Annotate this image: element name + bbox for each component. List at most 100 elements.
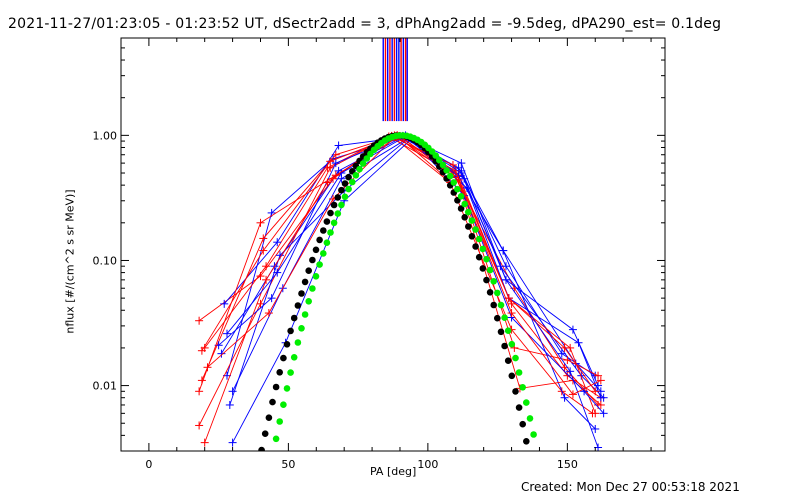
chart-title: 2021-11-27/01:23:05 - 01:23:52 UT, dSect… — [8, 16, 722, 32]
fit-curve-point — [305, 267, 313, 275]
data-point-marker — [225, 400, 234, 409]
data-point-marker — [197, 346, 206, 355]
fit-curve-point — [330, 219, 338, 227]
series-line — [198, 134, 602, 399]
data-point-marker — [273, 268, 282, 277]
fit-curve-point — [298, 290, 305, 297]
x-tick-label: 100 — [417, 458, 438, 471]
fit-curve-point — [454, 185, 461, 193]
fit-curve-point — [483, 276, 490, 284]
fit-curve-point — [436, 156, 443, 164]
fit-curve-point — [475, 253, 483, 261]
fit-curve-point — [472, 226, 479, 233]
fit-curve-point — [330, 201, 338, 209]
fit-curve-point — [261, 430, 269, 438]
data-point-marker — [596, 400, 605, 409]
fit-curve-point — [512, 388, 519, 395]
fit-curve-point — [345, 185, 352, 193]
fit-curve-point — [515, 369, 523, 376]
fit-curve-point — [465, 208, 472, 216]
data-point-marker — [195, 421, 204, 430]
data-point-marker — [223, 329, 232, 338]
series-line — [204, 135, 596, 443]
fit-curve-point — [305, 298, 313, 305]
data-point-marker — [574, 338, 583, 347]
data-point-marker — [220, 299, 229, 308]
fit-curve-point — [323, 218, 331, 225]
fit-curve-point — [287, 369, 294, 376]
fit-curve-point — [265, 414, 273, 422]
data-point-marker — [331, 159, 340, 168]
data-point-marker — [200, 438, 209, 447]
fit-curve-point — [490, 278, 498, 285]
fit-curve — [272, 132, 537, 443]
fit-curve-point — [323, 239, 331, 246]
fit-curve-point — [519, 384, 526, 391]
data-point-marker — [588, 409, 597, 418]
fit-curve-point — [504, 357, 512, 365]
fit-curve-point — [494, 289, 501, 297]
data-point-marker — [599, 409, 608, 418]
plot-area-frame — [120, 37, 666, 452]
fit-curve-point — [508, 340, 516, 348]
fit-curve-point — [276, 418, 284, 425]
fit-curve-point — [287, 327, 294, 335]
data-point-marker — [228, 387, 237, 396]
data-point-marker — [596, 376, 605, 385]
fit-curve-point — [523, 399, 530, 406]
fit-curve-point — [439, 161, 447, 169]
fit-curve-point — [301, 311, 309, 318]
fit-curve-point — [497, 301, 505, 309]
data-point-marker — [499, 246, 508, 255]
data-point-marker — [195, 387, 204, 396]
fit-curve-point — [432, 152, 440, 159]
y-tick-label: 0.10 — [93, 254, 118, 267]
fit-curve-point — [501, 314, 508, 322]
fit-curve-point — [515, 404, 523, 411]
fit-curve-point — [530, 431, 537, 438]
fit-curve-point — [283, 385, 291, 392]
fit-curve-point — [345, 173, 352, 181]
fit-curve-point — [446, 172, 454, 180]
fit-curve-point — [312, 246, 320, 254]
fit-curve-point — [465, 223, 472, 230]
fit-curve-point — [309, 256, 316, 264]
data-point-marker — [457, 159, 466, 168]
fit-curve-point — [457, 193, 465, 200]
data-point-marker — [560, 343, 569, 352]
fit-curve-point — [508, 372, 516, 380]
data-point-marker — [256, 218, 265, 227]
y-tick-label: 0.01 — [93, 380, 118, 393]
x-tick-label: 50 — [281, 458, 295, 471]
data-point-marker — [507, 299, 516, 308]
data-point-marker — [262, 275, 271, 284]
fit-curve — [258, 132, 530, 451]
fit-curve-point — [504, 327, 512, 335]
data-point-marker — [262, 262, 271, 271]
data-point-marker — [594, 381, 603, 390]
y-tick-label: 1.00 — [93, 129, 118, 142]
fit-curve-point — [468, 217, 476, 224]
fit-curve-point — [472, 243, 479, 250]
fit-curve-point — [294, 339, 302, 346]
series-line — [201, 134, 602, 406]
fit-curve-point — [461, 214, 469, 221]
series-line — [204, 135, 599, 406]
data-point-marker — [568, 325, 577, 334]
data-point-marker — [331, 171, 340, 180]
fit-curve-point — [316, 261, 323, 268]
fit-curve-point — [294, 302, 302, 309]
fit-curve-point — [258, 446, 265, 451]
fit-curve-point — [290, 354, 298, 361]
series-line — [198, 135, 602, 395]
fit-curve-point — [280, 354, 287, 362]
data-point-marker — [457, 169, 466, 178]
data-point-marker — [591, 424, 600, 433]
data-point-marker — [566, 367, 575, 376]
fit-curve-point — [341, 193, 349, 201]
data-point-marker — [334, 141, 343, 150]
fit-curve-point — [359, 160, 367, 167]
data-point-marker — [326, 157, 335, 166]
fit-curve-point — [486, 289, 494, 296]
